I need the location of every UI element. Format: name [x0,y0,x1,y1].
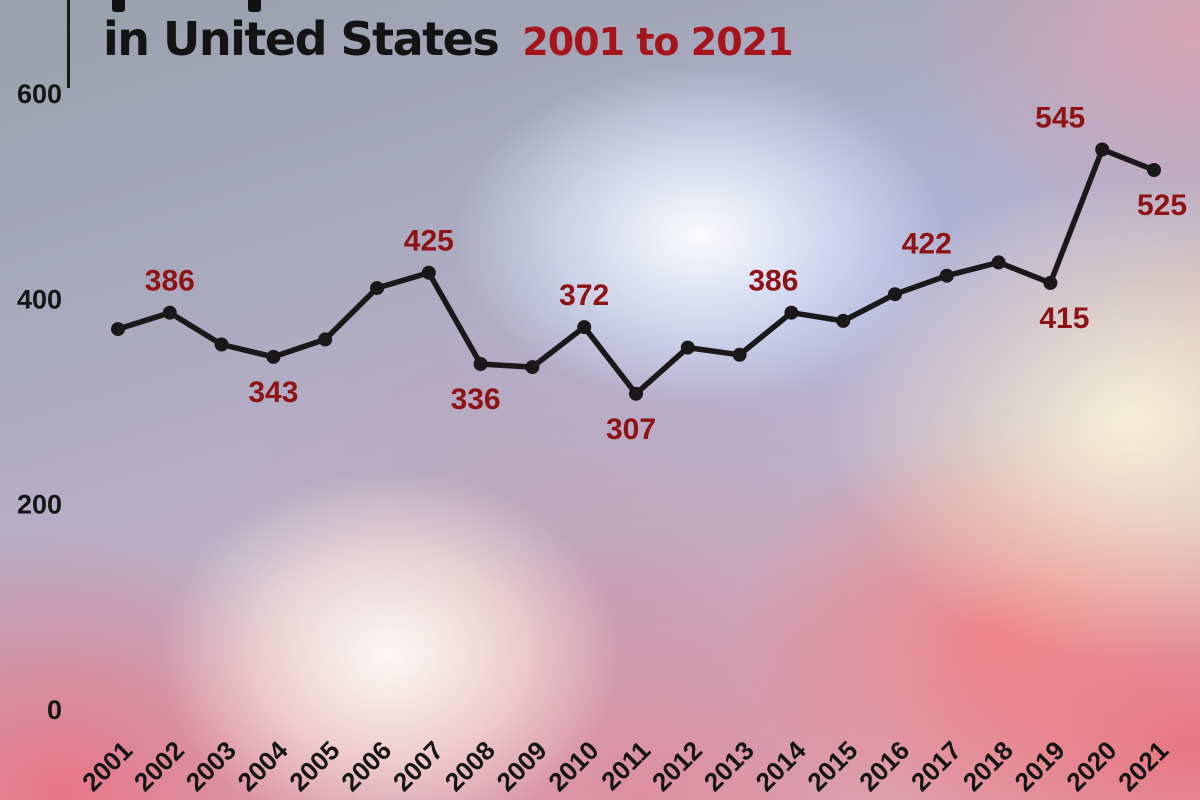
x-tick-label: 2015 [801,735,863,797]
x-tick-label: 2002 [128,735,190,797]
y-tick-label: 600 [17,79,62,109]
point-value-label: 336 [451,383,501,416]
point-value-label: 422 [902,228,952,261]
x-tick-label: 2019 [1009,735,1071,797]
data-point [421,265,436,280]
y-tick-label: 200 [17,490,62,520]
x-tick-label: 2006 [335,735,397,797]
x-tick-label: 2020 [1060,735,1122,797]
data-point [525,360,540,375]
x-tick-label: 2018 [957,735,1019,797]
point-value-label: 545 [1035,102,1085,135]
y-axis-spine [67,0,70,88]
cropped-title-fragment [248,0,261,12]
data-point [732,347,747,362]
data-point [939,268,954,283]
data-point [370,281,384,296]
x-tick-label: 2014 [750,735,812,797]
point-value-label: 372 [559,279,609,312]
data-point [1043,275,1058,290]
data-point [473,357,488,371]
x-tick-label: 2016 [853,735,915,797]
point-value-label: 343 [248,376,298,409]
x-tick-label: 2013 [698,735,760,797]
point-value-label: 525 [1137,189,1187,222]
x-tick-label: 2007 [387,735,449,797]
x-tick-label: 2004 [232,735,294,797]
x-tick-label: 2009 [491,735,553,797]
data-point [111,322,125,337]
cropped-title-fragment [112,0,125,12]
point-value-label: 415 [1039,302,1089,335]
data-point [214,337,229,352]
x-tick-label: 2011 [595,735,656,796]
data-point [1095,142,1110,157]
x-tick-label: 2003 [180,735,242,797]
chart-title: in United States 2001 to 2021 [103,12,794,66]
data-point [162,305,177,320]
chart-title-range: 2001 to 2021 [522,20,793,64]
data-point [991,255,1006,270]
data-point [888,287,902,302]
y-tick-label: 0 [47,695,62,725]
data-point [836,313,851,328]
point-value-label: 386 [748,265,798,298]
x-tick-label: 2012 [646,735,708,797]
x-tick-label: 2001 [76,735,138,797]
data-point [318,332,333,347]
point-value-label: 386 [145,265,195,298]
x-tick-label: 2017 [905,735,967,797]
data-point [266,349,281,364]
data-point [1147,163,1161,177]
x-tick-label: 2010 [542,735,604,797]
chart-title-main: in United States [103,12,500,66]
y-tick-label: 400 [17,284,62,314]
data-point [680,340,695,355]
x-tick-label: 2005 [283,735,345,797]
point-value-label: 307 [606,413,656,446]
data-point [577,320,592,335]
data-point [784,305,799,320]
point-value-label: 425 [404,225,454,258]
x-tick-label: 2008 [439,735,501,797]
x-tick-label: 2021 [1112,735,1174,797]
data-point [629,386,643,401]
